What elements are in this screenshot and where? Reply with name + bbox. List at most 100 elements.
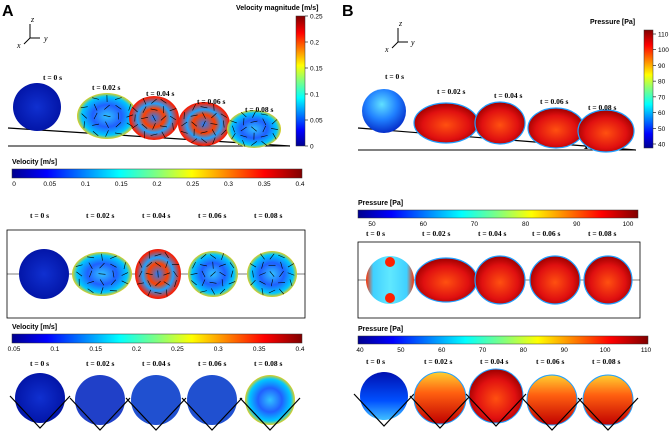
colorbar-tick-label: 110 [641,347,652,354]
colorbar-tick-label: 40 [658,142,666,149]
colorbar-tick-label: 0.2 [132,346,141,353]
colorbar-tick-label: 0.25 [171,346,184,353]
time-label-a-mid-3: t = 0.06 s [198,211,227,220]
colorbar-tick-label: 0.1 [310,92,319,99]
colorbar-tick-label: 80 [520,347,528,354]
wedge-droplet [15,373,65,423]
time-label-a-top-2: t = 0.04 s [146,89,175,98]
time-label-b-mid-0: t = 0 s [366,229,385,238]
colorbar-tick-label: 70 [479,347,487,354]
colorbar-tick-label: 0.4 [295,181,304,188]
axis-triad-b: z x y [384,19,415,54]
colorbar-tick-label: 0.4 [295,346,304,353]
colorbar-tick-label: 50 [658,126,666,133]
colorbar-tick-label: 0.3 [214,346,223,353]
wedge-droplet [527,375,577,425]
droplet-b-mid-3 [530,256,580,304]
time-label-b-mid-3: t = 0.06 s [532,229,561,238]
colorbar-title-b-mid: Pressure [Pa] [358,200,403,207]
wedge-droplet [131,375,181,425]
time-label-b-bot-2: t = 0.04 s [480,357,509,366]
wedge-droplet [75,375,125,425]
time-label-a-top-1: t = 0.02 s [92,83,121,92]
colorbar-tick-label: 90 [561,347,569,354]
wedge-droplet [360,372,408,420]
time-label-b-top-4: t = 0.08 s [588,103,617,112]
colorbar-tick-label: 0 [310,144,314,151]
colorbar-a-top [296,16,305,146]
colorbar-tick-label: 60 [438,347,446,354]
colorbar-tick-label: 0.35 [258,181,271,188]
droplet-b-mid-1 [415,258,477,302]
time-label-b-mid-2: t = 0.04 s [478,229,507,238]
droplet-b-mid-4 [584,256,632,304]
panel-letter-b: B [342,3,354,20]
time-label-b-bot-1: t = 0.02 s [424,357,453,366]
colorbar-tick-label: 40 [356,347,364,354]
colorbar-ticks-a-top: 0.250.20.150.10.050 [305,14,323,151]
wedge-droplet [245,375,295,425]
time-label-a-top-4: t = 0.08 s [245,105,274,114]
droplet-b-mid-0-hotspot-bottom [385,293,395,303]
droplet-b-top-0 [362,89,406,133]
axis-y-label: y [43,34,48,43]
colorbar-tick-label: 50 [368,221,376,228]
colorbar-b-mid [358,210,638,218]
time-label-b-bot-0: t = 0 s [366,357,385,366]
time-label-a-mid-4: t = 0.08 s [254,211,283,220]
droplet-b-top-2 [475,102,525,144]
colorbar-tick-label: 0.05 [310,118,323,125]
colorbar-b-bot [358,336,648,344]
colorbar-tick-label: 60 [658,110,666,117]
colorbar-tick-label: 0.1 [50,346,59,353]
wedge-droplets-a [10,373,300,430]
colorbar-tick-label: 0.3 [224,181,233,188]
colorbar-tick-label: 100 [600,347,611,354]
time-label-a-top-0: t = 0 s [43,73,62,82]
time-label-b-top-0: t = 0 s [385,72,404,81]
colorbar-b-top [644,30,653,148]
time-label-b-bot-3: t = 0.06 s [536,357,565,366]
colorbar-tick-label: 80 [658,79,666,86]
colorbar-tick-label: 90 [573,221,581,228]
droplet-a-top-0 [13,83,61,131]
time-label-b-mid-4: t = 0.08 s [588,229,617,238]
colorbar-tick-label: 0.15 [89,346,102,353]
colorbar-title-a-bot: Velocity [m/s] [12,324,57,331]
colorbar-tick-label: 0.05 [8,346,21,353]
colorbar-tick-label: 0.15 [310,66,323,73]
wedge-droplet [414,372,466,424]
axis-triad-a: z x y [16,15,48,50]
colorbar-tick-label: 70 [658,94,666,101]
colorbar-a-bot [12,334,302,343]
colorbar-tick-label: 0 [12,181,16,188]
droplet-a-mid-0 [19,249,69,299]
colorbar-title-a-mid: Velocity [m/s] [12,159,57,166]
colorbar-tick-label: 100 [658,47,669,54]
time-label-b-mid-1: t = 0.02 s [422,229,451,238]
colorbar-tick-label: 0.15 [115,181,128,188]
wedge-droplets-b [354,369,638,430]
droplet-b-top-3 [528,108,584,148]
colorbar-tick-label: 0.2 [152,181,161,188]
colorbar-tick-label: 60 [420,221,428,228]
panel-letter-a: A [2,3,14,20]
colorbar-title-a-top: Velocity magnitude [m/s] [236,5,318,12]
time-label-b-top-2: t = 0.04 s [494,91,523,100]
axis-x-label: x [16,41,21,50]
colorbar-tick-label: 90 [658,63,666,70]
colorbar-tick-label: 0.35 [253,346,266,353]
time-label-a-bot-1: t = 0.02 s [86,359,115,368]
time-label-a-top-3: t = 0.06 s [197,97,226,106]
colorbar-title-b-bot: Pressure [Pa] [358,326,403,333]
time-label-b-top-1: t = 0.02 s [437,87,466,96]
colorbar-tick-label: 100 [623,221,634,228]
time-label-a-mid-1: t = 0.02 s [86,211,115,220]
colorbar-tick-label: 0.25 [186,181,199,188]
colorbar-tick-label: 70 [471,221,479,228]
droplet-b-mid-0-hotspot-top [385,257,395,267]
